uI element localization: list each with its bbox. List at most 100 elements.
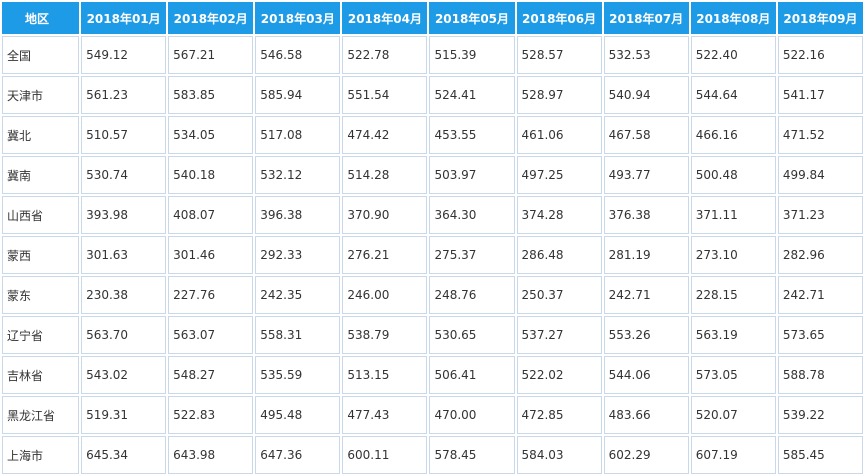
region-cell: 冀南 — [2, 156, 80, 194]
value-cell: 500.48 — [690, 156, 776, 194]
column-header-month: 2018年05月 — [429, 2, 515, 34]
value-cell: 538.79 — [342, 316, 428, 354]
value-cell: 515.39 — [429, 36, 515, 74]
table-row: 冀北 510.57 534.05 517.08 474.42 453.55 461.06 46… — [2, 116, 863, 154]
column-header-month: 2018年01月 — [81, 2, 167, 34]
region-cell: 蒙西 — [2, 236, 80, 274]
value-cell: 371.23 — [777, 196, 863, 234]
value-cell: 477.43 — [342, 396, 428, 434]
value-cell: 286.48 — [516, 236, 602, 274]
value-cell: 522.02 — [516, 356, 602, 394]
value-cell: 532.12 — [255, 156, 341, 194]
table-row: 吉林省 543.02 548.27 535.59 513.15 506.41 522.02 5… — [2, 356, 863, 394]
value-cell: 519.31 — [81, 396, 167, 434]
value-cell: 453.55 — [429, 116, 515, 154]
value-cell: 364.30 — [429, 196, 515, 234]
value-cell: 510.57 — [81, 116, 167, 154]
value-cell: 483.66 — [603, 396, 689, 434]
region-cell: 山西省 — [2, 196, 80, 234]
value-cell: 495.48 — [255, 396, 341, 434]
value-cell: 471.52 — [777, 116, 863, 154]
value-cell: 292.33 — [255, 236, 341, 274]
column-header-month: 2018年07月 — [603, 2, 689, 34]
value-cell: 585.45 — [777, 436, 863, 474]
value-cell: 522.83 — [168, 396, 254, 434]
value-cell: 230.38 — [81, 276, 167, 314]
value-cell: 506.41 — [429, 356, 515, 394]
region-cell: 辽宁省 — [2, 316, 80, 354]
region-cell: 天津市 — [2, 76, 80, 114]
value-cell: 228.15 — [690, 276, 776, 314]
value-cell: 522.16 — [777, 36, 863, 74]
value-cell: 647.36 — [255, 436, 341, 474]
value-cell: 578.45 — [429, 436, 515, 474]
value-cell: 530.74 — [81, 156, 167, 194]
value-cell: 517.08 — [255, 116, 341, 154]
value-cell: 470.00 — [429, 396, 515, 434]
value-cell: 528.97 — [516, 76, 602, 114]
value-cell: 563.07 — [168, 316, 254, 354]
value-cell: 551.54 — [342, 76, 428, 114]
column-header-month: 2018年09月 — [777, 2, 863, 34]
value-cell: 275.37 — [429, 236, 515, 274]
region-cell: 全国 — [2, 36, 80, 74]
value-cell: 539.22 — [777, 396, 863, 434]
value-cell: 549.12 — [81, 36, 167, 74]
value-cell: 528.57 — [516, 36, 602, 74]
value-cell: 273.10 — [690, 236, 776, 274]
value-cell: 461.06 — [516, 116, 602, 154]
value-cell: 573.05 — [690, 356, 776, 394]
value-cell: 522.78 — [342, 36, 428, 74]
table-row: 全国 549.12 567.21 546.58 522.78 515.39 528.57 53… — [2, 36, 863, 74]
table-row: 黑龙江省 519.31 522.83 495.48 477.43 470.00 472.85… — [2, 396, 863, 434]
value-cell: 607.19 — [690, 436, 776, 474]
value-cell: 248.76 — [429, 276, 515, 314]
region-cell: 黑龙江省 — [2, 396, 80, 434]
table-row: 山西省 393.98 408.07 396.38 370.90 364.30 374.28 3… — [2, 196, 863, 234]
value-cell: 561.23 — [81, 76, 167, 114]
value-cell: 537.27 — [516, 316, 602, 354]
value-cell: 282.96 — [777, 236, 863, 274]
value-cell: 534.05 — [168, 116, 254, 154]
value-cell: 544.06 — [603, 356, 689, 394]
table-row: 冀南 530.74 540.18 532.12 514.28 503.97 497.25 49… — [2, 156, 863, 194]
table-row: 上海市 645.34 643.98 647.36 600.11 578.45 584.03 6… — [2, 436, 863, 474]
column-header-month: 2018年03月 — [255, 2, 341, 34]
value-cell: 281.19 — [603, 236, 689, 274]
value-cell: 374.28 — [516, 196, 602, 234]
value-cell: 541.17 — [777, 76, 863, 114]
column-header-month: 2018年08月 — [690, 2, 776, 34]
value-cell: 514.28 — [342, 156, 428, 194]
value-cell: 584.03 — [516, 436, 602, 474]
value-cell: 535.59 — [255, 356, 341, 394]
value-cell: 227.76 — [168, 276, 254, 314]
value-cell: 393.98 — [81, 196, 167, 234]
header-row: 地区 2018年01月 2018年02月 2018年03月 2018年04月 2018年0… — [2, 2, 863, 34]
value-cell: 583.85 — [168, 76, 254, 114]
table-row: 蒙东 230.38 227.76 242.35 246.00 248.76 250.37 24… — [2, 276, 863, 314]
value-cell: 242.71 — [603, 276, 689, 314]
value-cell: 499.84 — [777, 156, 863, 194]
value-cell: 540.18 — [168, 156, 254, 194]
value-cell: 532.53 — [603, 36, 689, 74]
value-cell: 588.78 — [777, 356, 863, 394]
value-cell: 540.94 — [603, 76, 689, 114]
value-cell: 524.41 — [429, 76, 515, 114]
value-cell: 376.38 — [603, 196, 689, 234]
value-cell: 520.07 — [690, 396, 776, 434]
table-body: 全国 549.12 567.21 546.58 522.78 515.39 528.57 53… — [2, 36, 863, 474]
value-cell: 246.00 — [342, 276, 428, 314]
table-row: 天津市 561.23 583.85 585.94 551.54 524.41 528.97 5… — [2, 76, 863, 114]
value-cell: 546.58 — [255, 36, 341, 74]
value-cell: 301.46 — [168, 236, 254, 274]
region-cell: 冀北 — [2, 116, 80, 154]
value-cell: 242.71 — [777, 276, 863, 314]
value-cell: 563.19 — [690, 316, 776, 354]
value-cell: 408.07 — [168, 196, 254, 234]
value-cell: 548.27 — [168, 356, 254, 394]
value-cell: 585.94 — [255, 76, 341, 114]
value-cell: 493.77 — [603, 156, 689, 194]
value-cell: 543.02 — [81, 356, 167, 394]
value-cell: 276.21 — [342, 236, 428, 274]
